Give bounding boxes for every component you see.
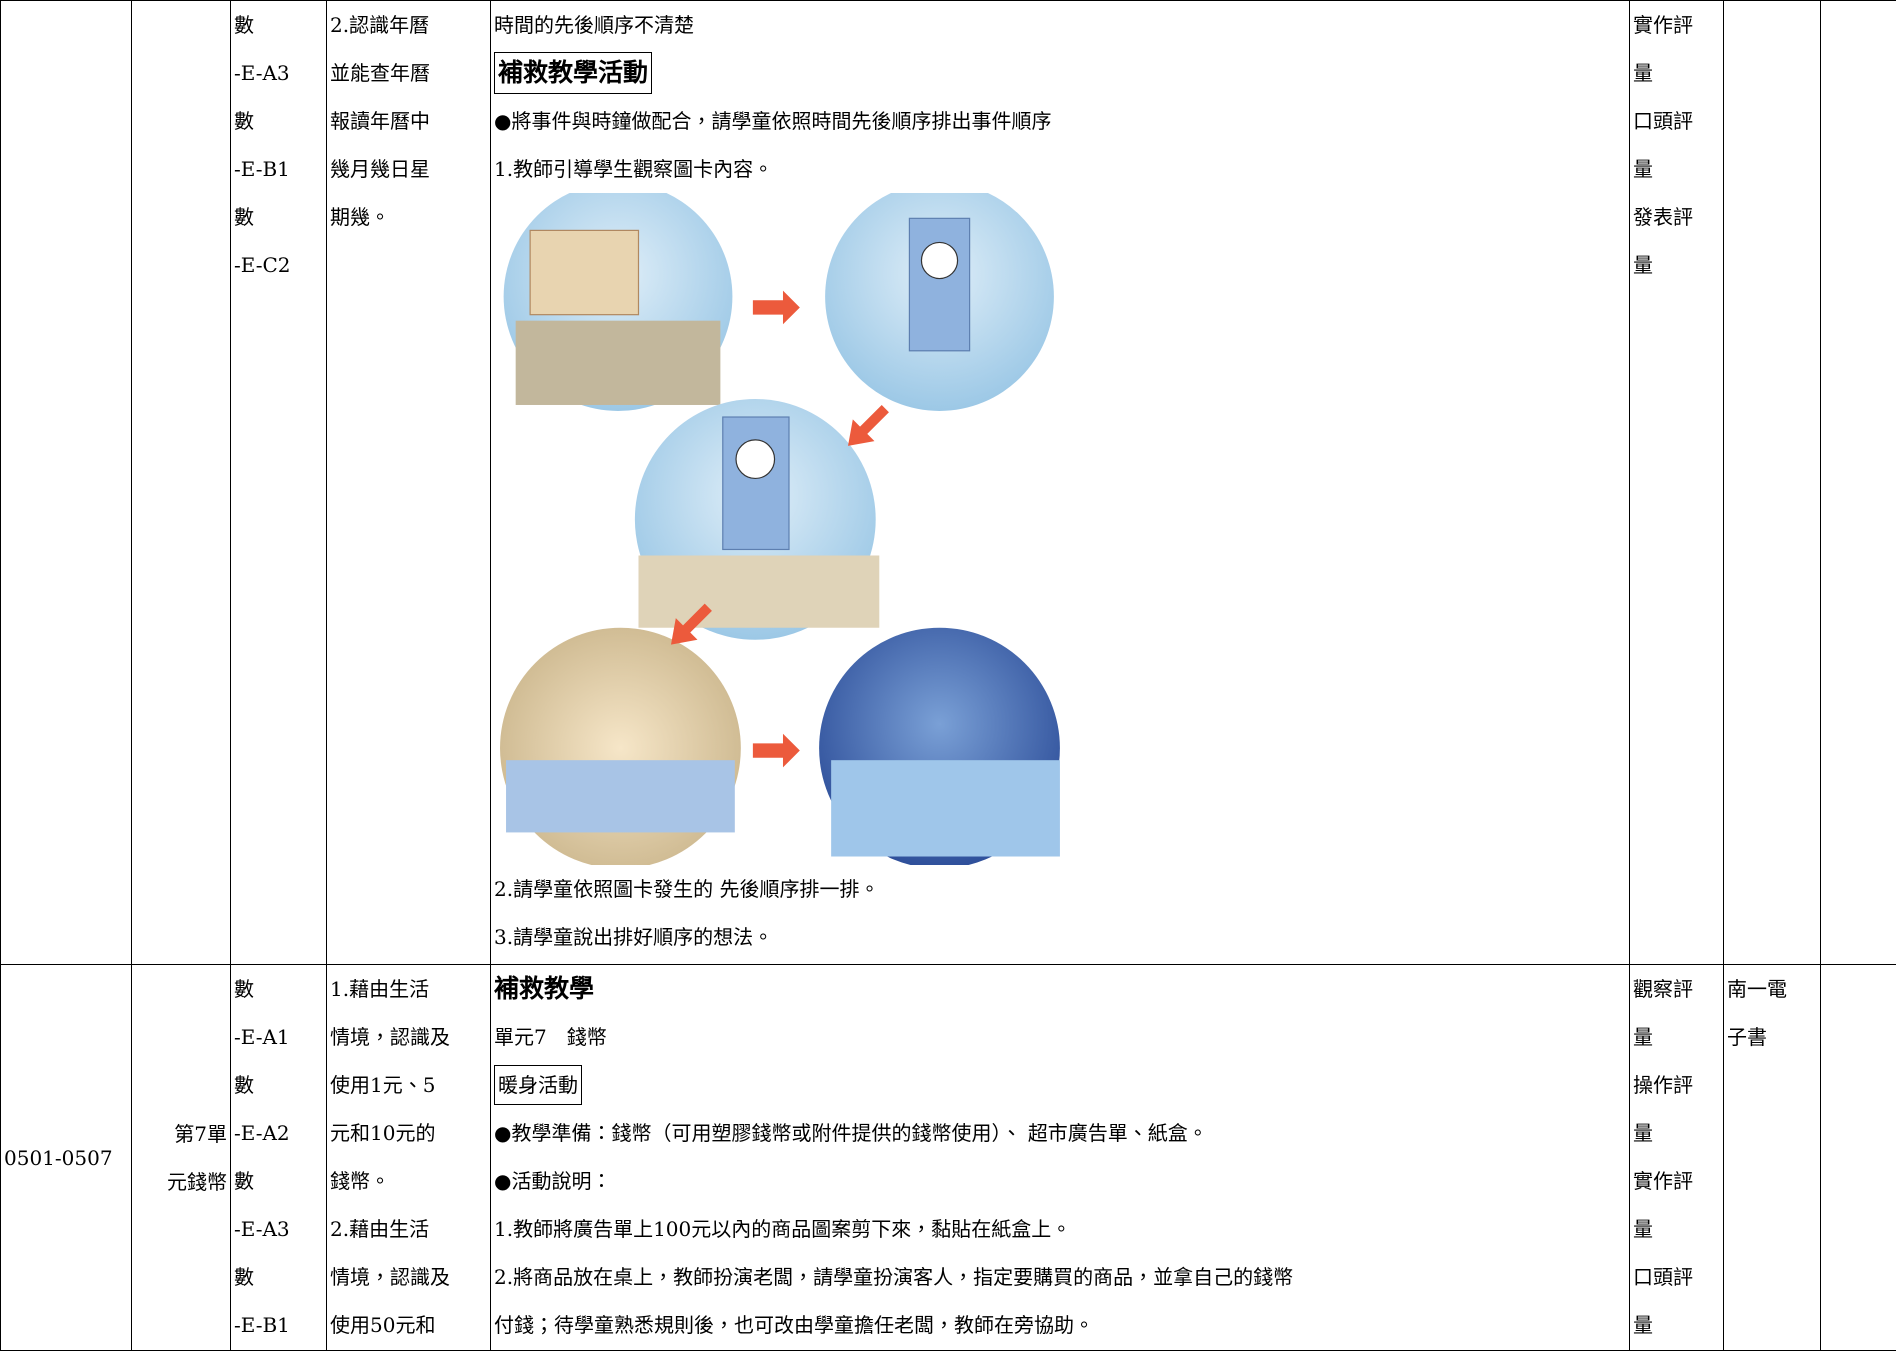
resources-cell [1724,1,1821,965]
text-line: 情境，認識及 [330,1013,487,1061]
text-line: -E-A2 [234,1109,323,1157]
text-line: 報讀年曆中 [330,97,487,145]
text-line: 2.將商品放在桌上，教師扮演老闆，請學童扮演客人，指定要購買的商品，並拿自己的錢… [494,1253,1626,1301]
text-line: 元錢幣 [135,1158,227,1206]
text-line: 操作評 [1633,1061,1720,1109]
heading: 補救教學 [494,965,1626,1013]
text-line: 實作評 [1633,1,1720,49]
text-line: 2.認識年曆 [330,1,487,49]
text-line: 數 [234,1061,323,1109]
text-line: 錢幣。 [330,1157,487,1205]
illustration [494,193,1626,865]
assessment-cell: 實作評量口頭評量發表評量 [1630,1,1724,965]
text-line: 數 [234,1157,323,1205]
text-line: 並能查年曆 [330,49,487,97]
text-line: 1.教師將廣告單上100元以內的商品圖案剪下來，黏貼在紙盒上。 [494,1205,1626,1253]
text-line: 口頭評 [1633,97,1720,145]
text-line: 幾月幾日星 [330,145,487,193]
text-block: 2.請學童依照圖卡發生的 先後順序排一排。3.請學童說出排好順序的想法。 [494,865,1626,961]
unit-cell: 第7單元錢幣 [132,965,231,1351]
subheading-text: 暖身活動 [494,1065,582,1105]
date-cell: 0501-0507 [1,965,132,1351]
text-line: 數 [234,97,323,145]
text-line: 量 [1633,1301,1720,1349]
text-line: 單元7 錢幣 [494,1013,1626,1061]
text-line: -E-C2 [234,241,323,289]
text-line: 口頭評 [1633,1253,1720,1301]
notes-cell [1821,965,1896,1351]
text-line: 量 [1633,1013,1720,1061]
text-line: 1.藉由生活 [330,965,487,1013]
text-line: 第7單 [135,1110,227,1158]
text-line: 3.請學童說出排好順序的想法。 [494,913,1626,961]
text-line: 數 [234,193,323,241]
text-line: 量 [1633,49,1720,97]
text-line: 量 [1633,1109,1720,1157]
text-line: 數 [234,1253,323,1301]
objectives-cell: 2.認識年曆並能查年曆報讀年曆中幾月幾日星期幾。 [327,1,491,965]
heading: 補救教學活動 [494,49,1626,97]
text-line: -E-B1 [234,1301,323,1349]
illustration-art [494,193,1084,865]
content-cell: 時間的先後順序不清楚 補救教學活動 ●將事件與時鐘做配合，請學童依照時間先後順序… [491,1,1630,965]
text-line: 情境，認識及 [330,1253,487,1301]
text-line: -E-A3 [234,1205,323,1253]
content-cell: 補救教學 單元7 錢幣 暖身活動 ●教學準備：錢幣（可用塑膠錢幣或附件提供的錢幣… [491,965,1630,1351]
text-line: 付錢；待學童熟悉規則後，也可改由學童擔任老闆，教師在旁協助。 [494,1301,1626,1349]
text-line: 元和10元的 [330,1109,487,1157]
text-line: ●將事件與時鐘做配合，請學童依照時間先後順序排出事件順序 [494,97,1626,145]
resources-cell: 南一電子書 [1724,965,1821,1351]
heading-text: 補救教學活動 [494,52,652,94]
text-line: 數 [234,1,323,49]
text-line: -E-A1 [234,1013,323,1061]
text-line: 量 [1633,1205,1720,1253]
text-line: 期幾。 [330,193,487,241]
text-line: 發表評 [1633,193,1720,241]
notes-cell [1821,1,1896,965]
text-line: 使用50元和 [330,1301,487,1349]
text-line: 南一電 [1727,965,1817,1013]
assessment-cell: 觀察評量操作評量實作評量口頭評量 [1630,965,1724,1351]
text-line: 觀察評 [1633,965,1720,1013]
text-line: 2.請學童依照圖卡發生的 先後順序排一排。 [494,865,1626,913]
text-line: 使用1元、5 [330,1061,487,1109]
text-line: 時間的先後順序不清楚 [494,1,1626,49]
text-block: ●教學準備：錢幣（可用塑膠錢幣或附件提供的錢幣使用）、 超市廣告單、紙盒。●活動… [494,1109,1626,1349]
text-line: 2.藉由生活 [330,1205,487,1253]
text-line: -E-B1 [234,145,323,193]
text-line: 數 [234,965,323,1013]
text-line: -E-A3 [234,49,323,97]
text-line: 子書 [1727,1013,1817,1061]
text-line: 1.教師引導學生觀察圖卡內容。 [494,145,1626,193]
text-line: 量 [1633,241,1720,289]
subheading: 暖身活動 [494,1061,1626,1109]
unit-cell [132,1,231,965]
text-line: 實作評 [1633,1157,1720,1205]
text-line: ●教學準備：錢幣（可用塑膠錢幣或附件提供的錢幣使用）、 超市廣告單、紙盒。 [494,1109,1626,1157]
date-cell [1,1,132,965]
text-line: 量 [1633,145,1720,193]
text-line: ●活動說明： [494,1157,1626,1205]
